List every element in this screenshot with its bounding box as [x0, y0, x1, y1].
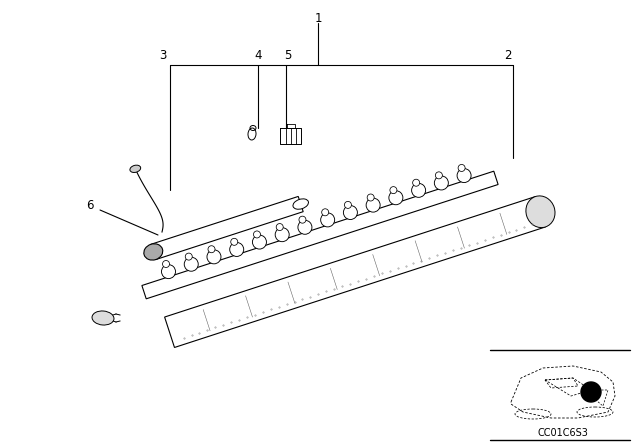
Polygon shape	[142, 171, 498, 299]
Circle shape	[344, 206, 357, 220]
Circle shape	[161, 265, 175, 279]
Ellipse shape	[526, 196, 555, 228]
Text: CC01C6S3: CC01C6S3	[538, 428, 588, 438]
Circle shape	[207, 250, 221, 264]
Circle shape	[390, 187, 397, 194]
Polygon shape	[164, 197, 545, 348]
Text: 1: 1	[314, 12, 322, 25]
Circle shape	[276, 224, 284, 231]
Circle shape	[298, 220, 312, 234]
Circle shape	[344, 202, 351, 208]
Circle shape	[581, 382, 601, 402]
Circle shape	[231, 238, 237, 246]
Circle shape	[252, 235, 266, 249]
Circle shape	[367, 194, 374, 201]
Ellipse shape	[144, 244, 163, 260]
Circle shape	[389, 191, 403, 205]
Ellipse shape	[130, 165, 141, 172]
Text: 5: 5	[284, 48, 292, 61]
Circle shape	[412, 183, 426, 197]
Circle shape	[163, 260, 170, 267]
Circle shape	[366, 198, 380, 212]
Circle shape	[435, 172, 442, 179]
Circle shape	[275, 228, 289, 241]
Polygon shape	[151, 196, 303, 259]
Text: 3: 3	[159, 48, 166, 61]
Circle shape	[435, 176, 449, 190]
Circle shape	[299, 216, 306, 223]
Circle shape	[458, 164, 465, 172]
Circle shape	[413, 179, 420, 186]
Ellipse shape	[92, 311, 114, 325]
Circle shape	[322, 209, 329, 216]
Circle shape	[230, 242, 244, 256]
Circle shape	[185, 253, 192, 260]
Ellipse shape	[293, 199, 308, 209]
Circle shape	[184, 257, 198, 271]
Circle shape	[253, 231, 260, 238]
Text: 4: 4	[254, 48, 262, 61]
Text: 6: 6	[86, 198, 93, 211]
Circle shape	[321, 213, 335, 227]
Circle shape	[457, 168, 471, 183]
Text: 2: 2	[504, 48, 512, 61]
Circle shape	[208, 246, 215, 253]
